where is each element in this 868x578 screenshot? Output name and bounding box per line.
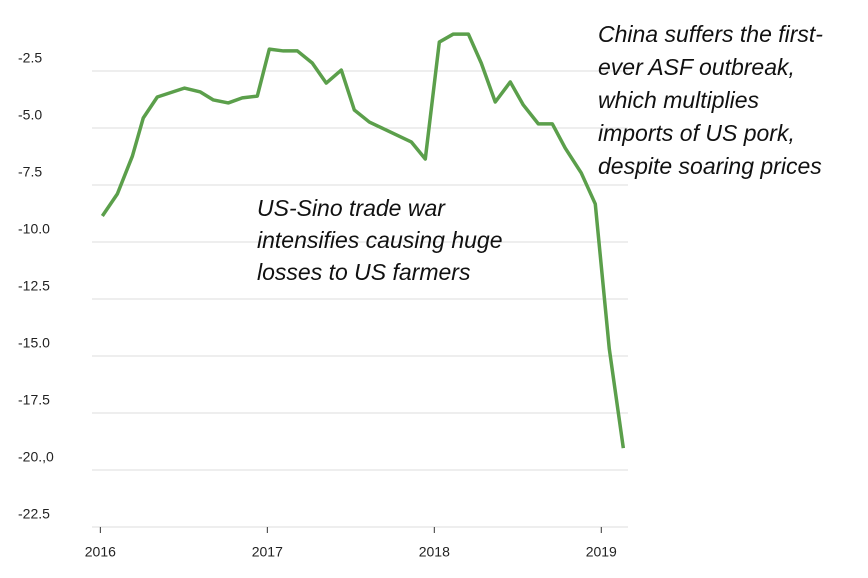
annotation: despite soaring prices: [598, 153, 822, 179]
annotation: US-Sino trade war: [257, 195, 446, 221]
annotation: China suffers the first-: [598, 21, 823, 47]
y-tick-label: -10.0: [18, 221, 50, 237]
x-tick-label: 2016: [85, 544, 116, 560]
x-tick-label: 2019: [586, 544, 617, 560]
annotation: imports of US pork,: [598, 120, 795, 146]
y-tick-label: -17.5: [18, 392, 50, 408]
y-tick-label: -7.5: [18, 164, 42, 180]
annotation: which multiplies: [598, 87, 760, 113]
line-series: [100, 32, 626, 449]
annotation: ever ASF outbreak,: [598, 54, 795, 80]
annotation: intensifies causing huge: [257, 227, 503, 253]
y-tick-label: -12.5: [18, 278, 50, 294]
x-tick-label: 2017: [252, 544, 283, 560]
y-tick-label: -20.,0: [18, 449, 54, 465]
y-tick-label: -15.0: [18, 335, 50, 351]
annotation: losses to US farmers: [257, 259, 471, 285]
y-tick-label: -5.0: [18, 107, 42, 123]
x-tick-label: 2018: [419, 544, 450, 560]
y-tick-label: -22.5: [18, 506, 50, 522]
y-tick-label: -2.5: [18, 50, 42, 66]
